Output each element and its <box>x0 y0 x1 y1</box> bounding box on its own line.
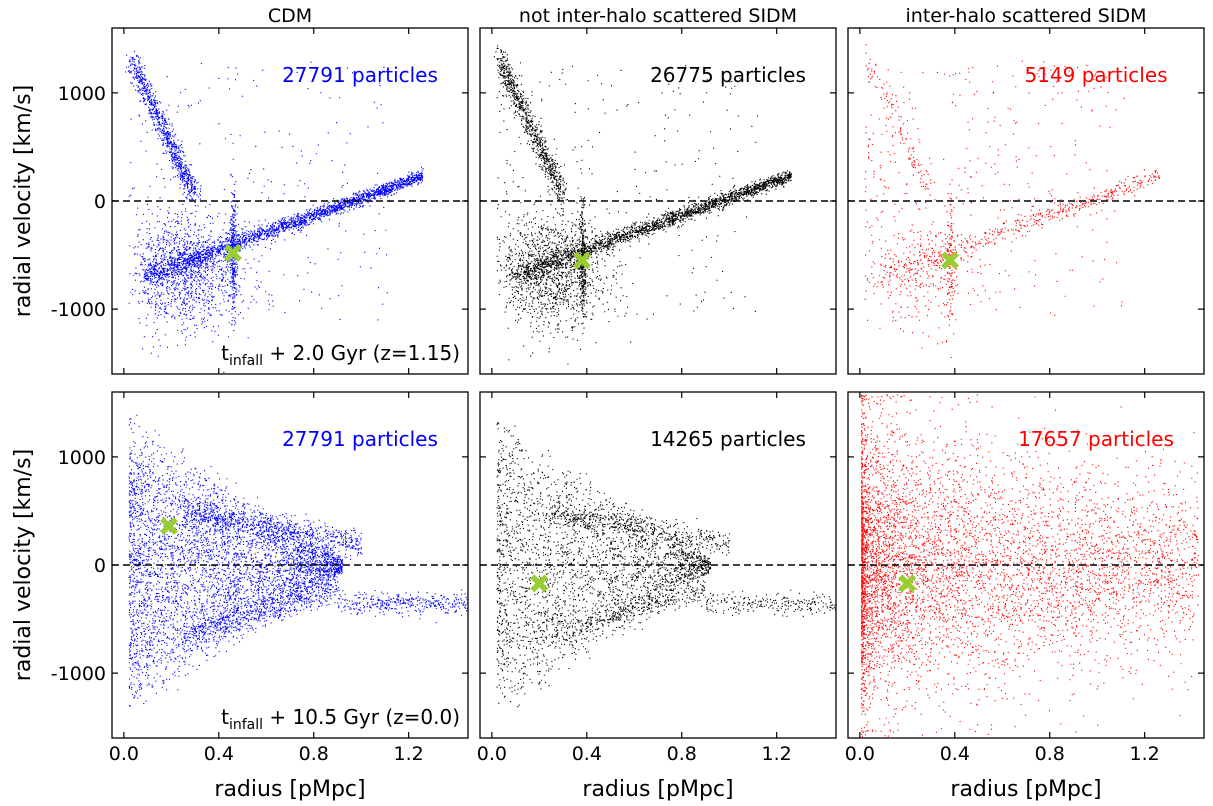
scatter-points <box>496 422 836 708</box>
x-axis-label: radius [pMpc] <box>950 777 1101 802</box>
time-label-subscript: infall <box>229 353 263 369</box>
time-label-rest: + 2.0 Gyr (z=1.15) <box>263 341 460 365</box>
x-tick-label: 1.2 <box>1130 743 1160 765</box>
panel: 5149 particles <box>847 27 1205 375</box>
x-axis-label: radius [pMpc] <box>214 777 365 802</box>
time-label-t: t <box>221 705 229 729</box>
y-tick-label: 0 <box>94 555 106 577</box>
scatter-points <box>493 45 792 365</box>
halo-center-marker <box>573 251 591 270</box>
x-tick-label: 0.0 <box>477 743 507 765</box>
panel: 26775 particles <box>479 27 837 375</box>
y-axis-label: radial velocity [km/s] <box>11 449 36 681</box>
x-tick-label: 1.2 <box>762 743 792 765</box>
column-title: CDM <box>268 5 312 27</box>
scatter-points <box>128 414 468 707</box>
time-label: tinfall + 10.5 Gyr (z=0.0) <box>221 705 460 733</box>
panel: -1000 0 1000 27791 particles tinfall + 2.0 G… <box>51 27 469 375</box>
scatter-points <box>125 50 424 374</box>
time-label-t: t <box>221 341 229 365</box>
x-tick-label: 0.8 <box>1035 743 1065 765</box>
y-tick-label: -1000 <box>51 299 106 321</box>
time-label-subscript: infall <box>229 717 263 733</box>
halo-center-marker <box>530 574 549 593</box>
time-label-rest: + 10.5 Gyr (z=0.0) <box>263 705 460 729</box>
panel: 0.0 0.4 0.8 1.2 14265 particles <box>477 391 837 765</box>
x-tick-label: 0.4 <box>204 743 234 765</box>
halo-center-marker <box>898 574 917 593</box>
x-tick-label: 0.8 <box>667 743 697 765</box>
y-tick-label: 0 <box>94 191 106 213</box>
y-tick-label: -1000 <box>51 663 106 685</box>
x-tick-label: 0.4 <box>572 743 602 765</box>
particle-cloud <box>493 45 792 365</box>
x-tick-label: 0.8 <box>299 743 329 765</box>
particle-count-label: 5149 particles <box>1024 63 1167 87</box>
particle-cloud <box>128 414 468 707</box>
particle-cloud <box>125 50 424 374</box>
particle-count-label: 17657 particles <box>1018 427 1174 451</box>
y-tick-label: 1000 <box>58 447 106 469</box>
y-tick-label: 1000 <box>58 83 106 105</box>
column-title: not inter-halo scattered SIDM <box>519 5 797 27</box>
time-label: tinfall + 2.0 Gyr (z=1.15) <box>221 341 460 369</box>
particle-count-label: 14265 particles <box>650 427 806 451</box>
particle-count-label: 27791 particles <box>282 63 438 87</box>
y-axis-label: radial velocity [km/s] <box>11 85 36 317</box>
x-tick-label: 0.0 <box>845 743 875 765</box>
panel: 0.0 0.4 0.8 1.2 17657 particles <box>845 391 1205 765</box>
x-tick-label: 1.2 <box>394 743 424 765</box>
panel: 0.0 0.4 0.8 1.2 -1000 0 1000 27791 particles tin… <box>51 391 469 765</box>
x-tick-label: 0.0 <box>109 743 139 765</box>
x-axis-label: radius [pMpc] <box>582 777 733 802</box>
halo-center-marker <box>224 243 242 262</box>
halo-center-marker <box>941 251 959 270</box>
column-title: inter-halo scattered SIDM <box>906 5 1147 27</box>
particle-cloud <box>496 422 836 708</box>
particle-count-label: 27791 particles <box>282 427 438 451</box>
particle-count-label: 26775 particles <box>650 63 806 87</box>
x-tick-label: 0.4 <box>940 743 970 765</box>
halo-center-marker <box>160 517 178 536</box>
